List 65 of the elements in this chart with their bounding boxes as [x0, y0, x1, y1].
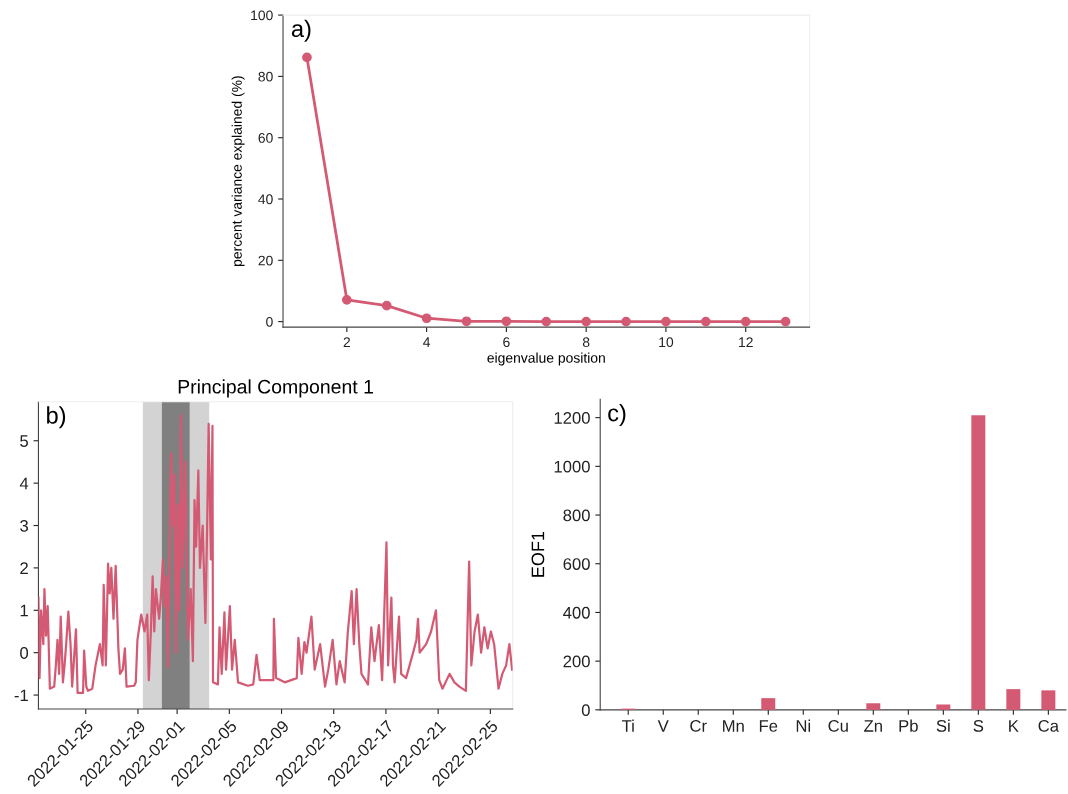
x-tick-label: Si	[936, 719, 950, 732]
x-tick-label: V	[657, 720, 669, 732]
bar	[971, 415, 986, 710]
y-tick-label: 400	[563, 606, 590, 619]
point	[621, 316, 631, 327]
y-axis-title: EOF1	[531, 531, 545, 577]
y-tick-label: 800	[563, 509, 590, 522]
x-tick-label: Cu	[828, 720, 848, 732]
bar	[866, 703, 881, 710]
point	[421, 313, 432, 324]
x-tick-label: S	[973, 720, 984, 732]
y-tick-label: 100	[251, 10, 273, 21]
x-tick-label: Fe	[759, 720, 778, 732]
point	[501, 316, 512, 327]
y-tick-label: 1	[20, 604, 28, 617]
y-tick-label: 3	[20, 519, 28, 532]
x-tick-label: Pb	[899, 719, 918, 732]
x-tick-label: Zn	[864, 720, 882, 732]
x-tick-label: Cr	[690, 720, 707, 732]
point	[740, 316, 751, 327]
y-tick-label: 20	[258, 255, 273, 266]
y-tick-label: 0	[266, 316, 273, 327]
x-tick-label: Ti	[621, 719, 634, 732]
y-tick-label: 1200	[554, 412, 590, 424]
y-tick-label: 5	[20, 435, 29, 447]
x-tick-label: 12	[739, 337, 753, 347]
point	[581, 316, 592, 327]
y-tick-label: 2	[20, 562, 28, 574]
point	[661, 316, 671, 327]
point	[700, 316, 711, 327]
bar	[761, 698, 776, 710]
point	[381, 300, 392, 311]
y-axis-title: percent variance explained (%)	[231, 76, 245, 266]
x-tick-label: Ca	[1038, 720, 1060, 732]
y-tick-label: 0	[581, 704, 590, 717]
y-tick-label: 200	[563, 655, 590, 668]
y-tick-label: -1	[14, 689, 28, 702]
point	[461, 316, 472, 327]
y-tick-label: 0	[20, 647, 29, 659]
bar	[1041, 690, 1056, 710]
y-tick-label: 40	[258, 194, 273, 205]
x-tick-label: 8	[582, 337, 590, 348]
x-tick-label: Ni	[796, 719, 811, 732]
annotation: a)	[291, 19, 311, 42]
annotation: b)	[47, 406, 66, 429]
bar	[936, 704, 951, 710]
x-tick-label: 6	[503, 337, 510, 348]
x-tick-label: 10	[659, 337, 674, 348]
point	[780, 316, 791, 327]
bar	[1006, 689, 1021, 710]
y-tick-label: 1000	[554, 460, 590, 473]
y-tick-label: 4	[19, 477, 29, 490]
x-tick-label: 4	[423, 337, 431, 347]
x-tick-label: K	[1009, 720, 1019, 732]
point	[341, 294, 352, 305]
y-tick-label: 80	[258, 71, 273, 82]
x-tick-label: 2	[343, 337, 351, 347]
y-tick-label: 60	[258, 133, 273, 143]
y-tick-label: 600	[563, 558, 590, 570]
point	[541, 316, 552, 327]
annotation: c)	[608, 404, 626, 427]
point	[302, 52, 312, 63]
chart-title: Principal Component 1	[178, 379, 373, 398]
x-tick-label: Mn	[723, 720, 744, 732]
x-axis-title: eigenvalue position	[487, 352, 605, 366]
